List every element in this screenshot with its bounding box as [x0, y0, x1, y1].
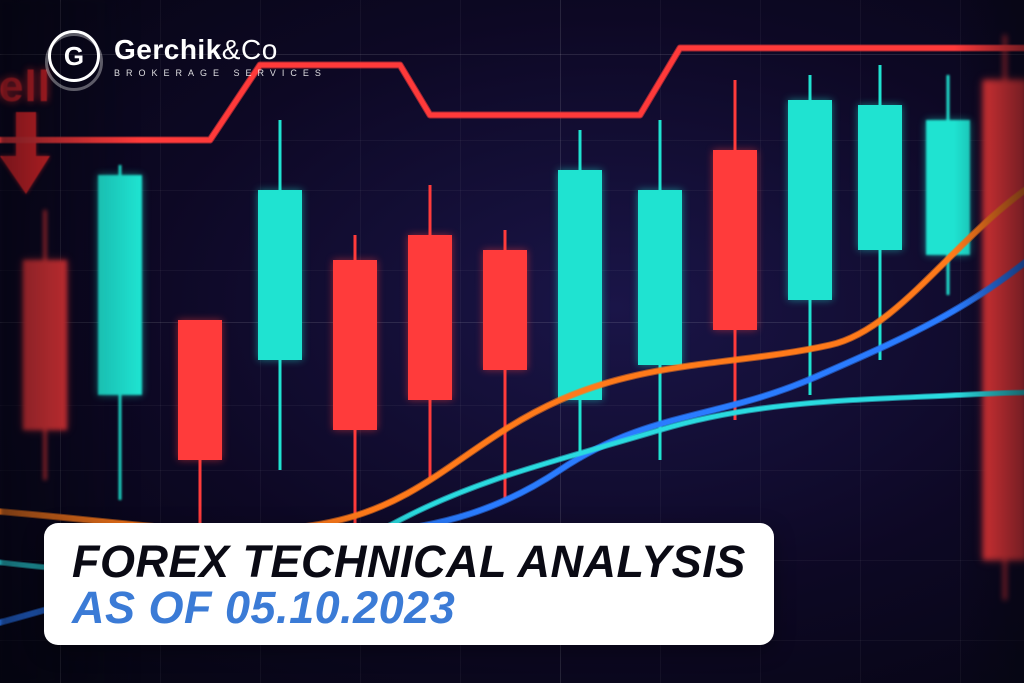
logo-mark-icon: G — [48, 30, 100, 82]
brand-subtitle: BROKERAGE SERVICES — [114, 68, 327, 78]
caption-line-2: AS OF 05.10.2023 — [72, 585, 746, 631]
brand-light: Co — [241, 34, 278, 65]
caption-line-1: FOREX TECHNICAL ANALYSIS — [72, 539, 746, 585]
chart-stage: ell G Gerchik&Co BROKERAGE SERVICES — [0, 0, 1024, 683]
brand-bold: Gerchik — [114, 34, 222, 65]
brand-logo: G Gerchik&Co BROKERAGE SERVICES — [48, 30, 327, 82]
edge-blur-right — [954, 0, 1024, 683]
brand-name: Gerchik&Co — [114, 34, 327, 66]
caption-box: FOREX TECHNICAL ANALYSIS AS OF 05.10.202… — [44, 523, 774, 645]
logo-text: Gerchik&Co BROKERAGE SERVICES — [114, 34, 327, 78]
brand-amp: & — [222, 34, 241, 65]
